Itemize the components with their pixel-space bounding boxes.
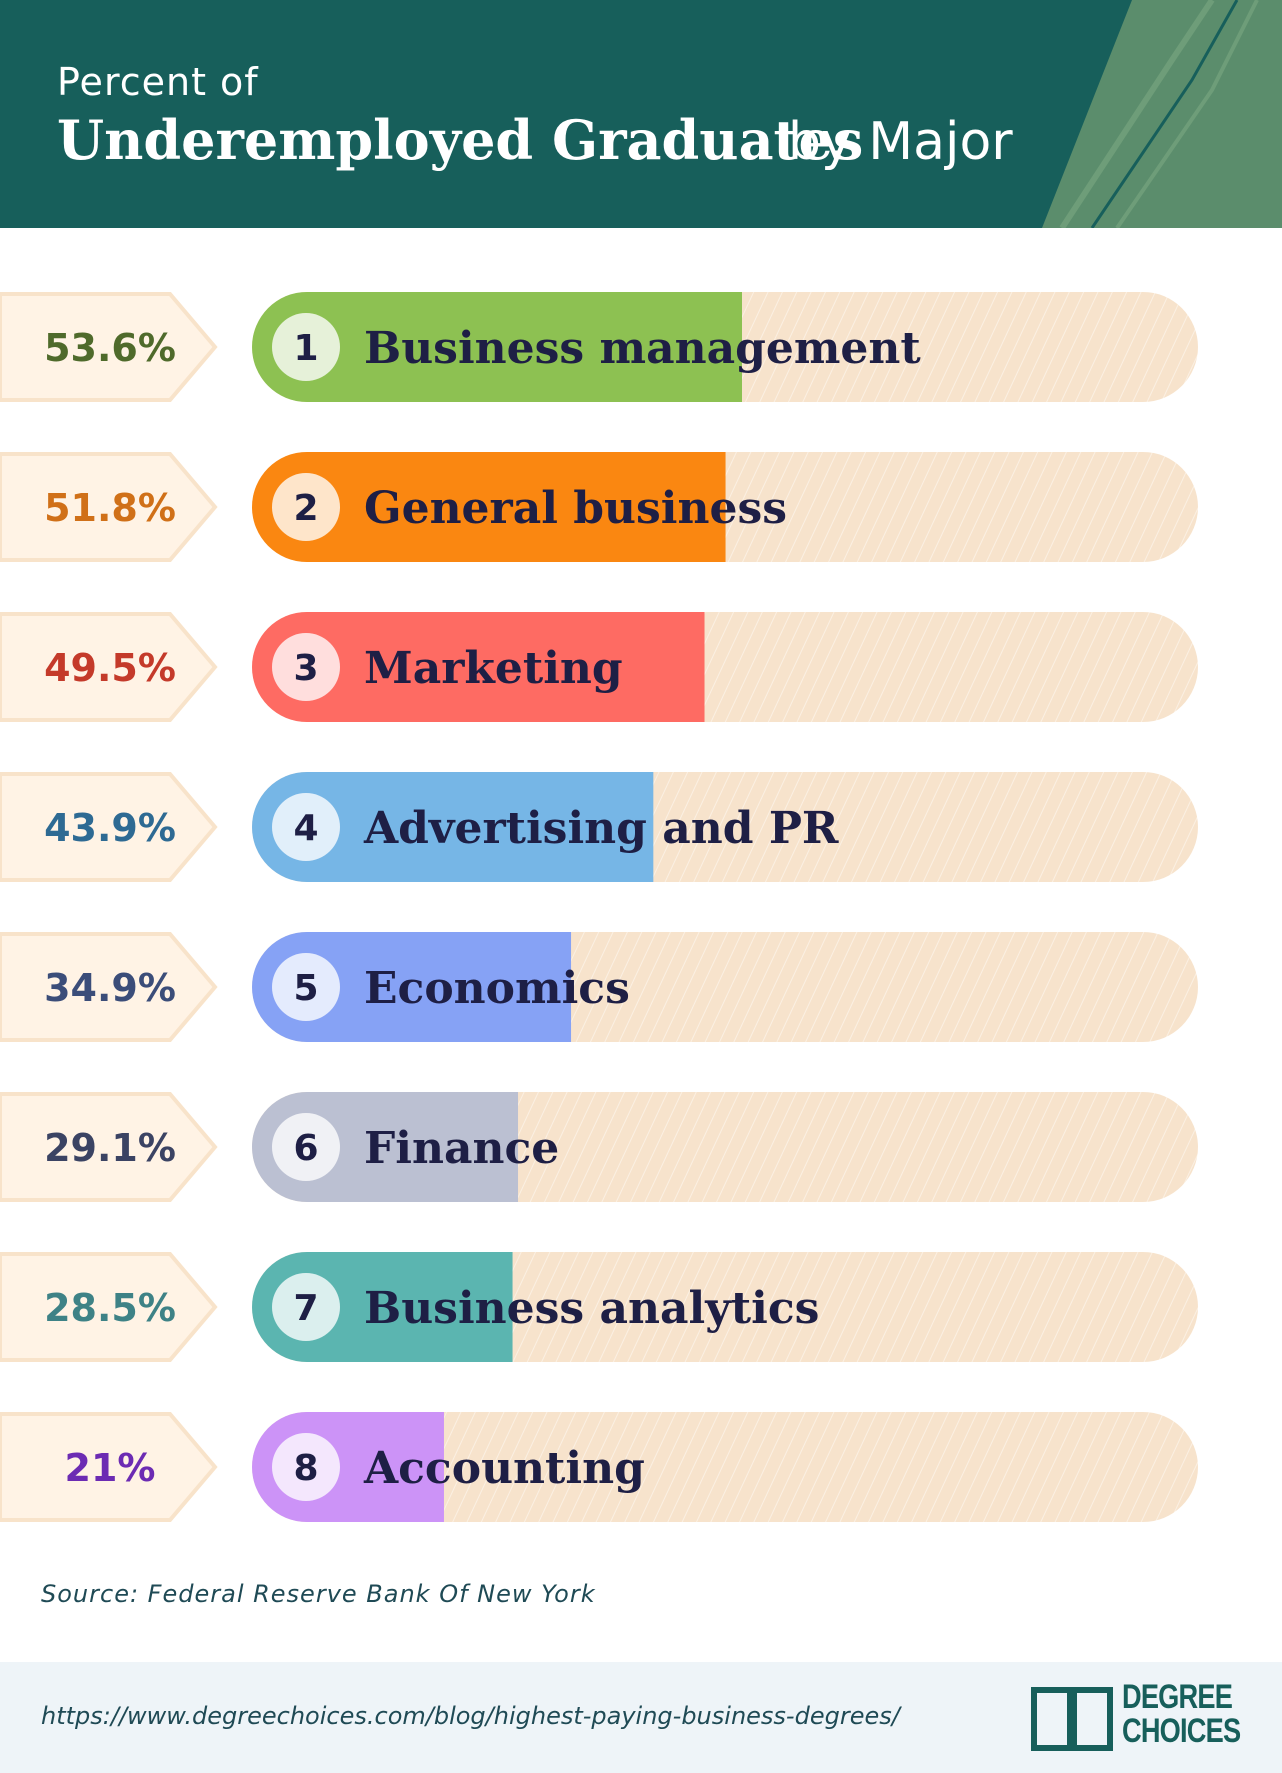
rank-number: 5: [293, 968, 318, 1009]
chart-subtitle: Percent of: [57, 60, 259, 104]
value-label: 51.8%: [44, 486, 176, 530]
value-tag: [0, 1252, 218, 1362]
rank-badge: [272, 473, 340, 541]
rank-number: 2: [293, 488, 318, 529]
bar-row: 51.8% 2 General business: [0, 452, 1198, 562]
rank-number: 1: [293, 328, 318, 369]
bar: [252, 772, 654, 882]
value-tag: [0, 292, 218, 402]
value-label: 49.5%: [44, 646, 176, 690]
bar: [252, 452, 726, 562]
value-tag: [0, 452, 218, 562]
bar-row: 21% 8 Accounting: [0, 1412, 1198, 1522]
bar-row: 28.5% 7 Business analytics: [0, 1252, 1198, 1362]
bar-row: 53.6% 1 Business management: [0, 292, 1198, 402]
value-label: 43.9%: [44, 806, 176, 850]
logo-wordmark: DEGREE CHOICES: [1122, 1678, 1241, 1750]
rank-badge: [272, 313, 340, 381]
chart-title: Underemployed Graduates: [57, 108, 864, 172]
brush-stroke-decoration: [1042, 0, 1282, 228]
value-tag: [0, 1412, 218, 1522]
value-label: 28.5%: [44, 1286, 176, 1330]
bar: [252, 292, 742, 402]
bar-row: 43.9% 4 Advertising and PR: [0, 772, 1198, 882]
category-label: General business: [364, 483, 787, 534]
rank-number: 3: [293, 648, 318, 689]
rank-badge: [272, 953, 340, 1021]
rank-badge: [272, 1113, 340, 1181]
category-label: Accounting: [363, 1443, 645, 1494]
value-tag: [0, 612, 218, 722]
footer-bar: https://www.degreechoices.com/blog/highe…: [0, 1662, 1282, 1773]
rank-number: 4: [293, 808, 318, 849]
bar-track: [252, 1412, 1198, 1522]
footer-url[interactable]: https://www.degreechoices.com/blog/highe…: [41, 1702, 900, 1730]
bar: [252, 612, 705, 722]
rank-badge: [272, 1433, 340, 1501]
value-label: 29.1%: [44, 1126, 176, 1170]
chart-title-suffix: by Major: [788, 112, 1013, 172]
bar-row: 49.5% 3 Marketing: [0, 612, 1198, 722]
rank-number: 8: [293, 1448, 318, 1489]
rank-badge: [272, 1273, 340, 1341]
rank-badge: [272, 793, 340, 861]
value-tag: [0, 1092, 218, 1202]
rank-number: 6: [293, 1128, 318, 1169]
bar-row: 34.9% 5 Economics: [0, 932, 1198, 1042]
degree-choices-logo[interactable]: DEGREE CHOICES: [1030, 1680, 1250, 1760]
value-tag: [0, 932, 218, 1042]
category-label: Business analytics: [364, 1283, 819, 1334]
category-label: Economics: [364, 963, 630, 1014]
category-label: Business management: [364, 323, 921, 374]
value-label: 34.9%: [44, 966, 176, 1010]
bar-chart: 53.6% 1 Business management 51.8% 2 General b…: [0, 292, 1198, 1522]
open-book-icon: [1031, 1687, 1113, 1751]
value-label: 21%: [65, 1446, 156, 1490]
rank-number: 7: [293, 1288, 318, 1329]
category-label: Marketing: [364, 643, 623, 694]
bar-row: 29.1% 6 Finance: [0, 1092, 1198, 1202]
rank-badge: [272, 633, 340, 701]
category-label: Advertising and PR: [363, 803, 839, 854]
value-label: 53.6%: [44, 326, 176, 370]
header-banner: Percent of Underemployed Graduates by Ma…: [0, 0, 1282, 228]
source-note: Source: Federal Reserve Bank Of New York: [41, 1580, 596, 1608]
bar: [252, 932, 572, 1042]
category-label: Finance: [364, 1123, 559, 1174]
value-tag: [0, 772, 218, 882]
